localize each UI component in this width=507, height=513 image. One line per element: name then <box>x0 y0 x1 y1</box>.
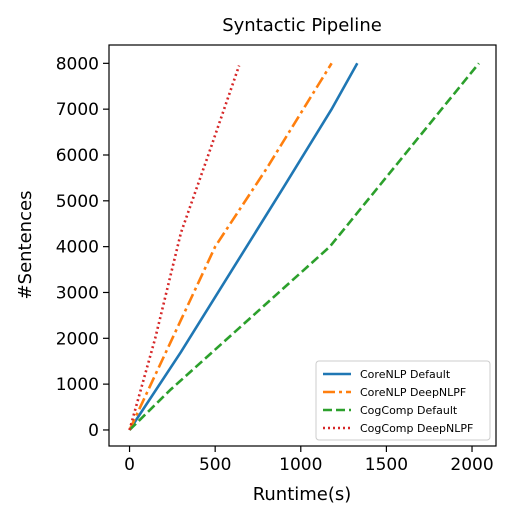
y-tick-label: 4000 <box>56 238 99 258</box>
legend-label: CogComp DeepNLPF <box>360 422 473 435</box>
chart-title: Syntactic Pipeline <box>222 15 382 36</box>
x-tick-label: 1500 <box>365 455 408 475</box>
legend-box <box>315 360 491 441</box>
y-tick-label: 3000 <box>56 283 99 303</box>
x-axis-title: Runtime(s) <box>253 484 352 505</box>
y-tick-label: 2000 <box>56 329 99 349</box>
y-axis-title: #Sentences <box>15 191 36 300</box>
x-tick-label: 2000 <box>450 455 493 475</box>
y-tick-label: 0 <box>88 421 99 441</box>
y-tick-label: 5000 <box>56 192 99 212</box>
series-line-2 <box>128 62 480 431</box>
legend-label: CoreNLP Default <box>360 368 451 381</box>
y-tick-label: 1000 <box>56 375 99 395</box>
series-line-3 <box>128 65 241 431</box>
plot-area <box>128 62 480 431</box>
x-axis-ticks: 0 500 1000 1500 2000 <box>124 446 494 475</box>
legend: CoreNLP Default CoreNLP DeepNLPF CogComp D… <box>315 360 491 441</box>
legend-label: CoreNLP DeepNLPF <box>360 386 466 399</box>
y-axis-ticks: 0 1000 2000 3000 4000 5000 6000 7000 8000 <box>56 54 109 441</box>
x-tick-label: 500 <box>199 455 231 475</box>
x-tick-label: 1000 <box>279 455 322 475</box>
y-tick-label: 8000 <box>56 54 99 74</box>
series-line-0 <box>128 62 359 431</box>
plot-frame <box>108 44 497 447</box>
legend-label: CogComp Default <box>360 404 458 417</box>
y-tick-label: 6000 <box>56 146 99 166</box>
x-tick-label: 0 <box>124 455 135 475</box>
series-line-1 <box>128 62 333 431</box>
y-tick-label: 7000 <box>56 100 99 120</box>
